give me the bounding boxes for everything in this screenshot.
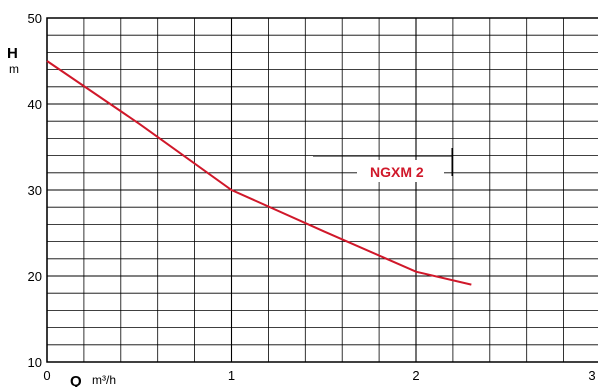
x-axis-unit: m³/h: [92, 373, 116, 387]
y-tick-label: 50: [28, 11, 42, 26]
chart-grid: [46, 17, 598, 363]
x-tick-label: 2: [412, 368, 419, 383]
y-tick-label: 20: [28, 269, 42, 284]
y-tick-label: 30: [28, 183, 42, 198]
series-label: NGXM 2: [370, 164, 424, 180]
series-label-box: NGXM 2: [313, 148, 453, 182]
series-line-ngxm2: [46, 60, 472, 286]
y-tick-label: 10: [28, 355, 42, 370]
y-tick-labels: 10 20 30 40 50: [28, 11, 42, 370]
y-axis-unit: m: [9, 62, 19, 76]
y-tick-label: 40: [28, 97, 42, 112]
y-axis-label: H: [7, 45, 18, 62]
plot-frame: [46, 17, 598, 363]
label-background: [357, 160, 444, 182]
x-tick-labels: 0 1 2 3: [43, 368, 595, 383]
x-tick-label: 3: [588, 368, 595, 383]
x-tick-label: 1: [228, 368, 235, 383]
x-tick-label: 0: [43, 368, 50, 383]
x-axis-label: Q: [70, 373, 82, 387]
